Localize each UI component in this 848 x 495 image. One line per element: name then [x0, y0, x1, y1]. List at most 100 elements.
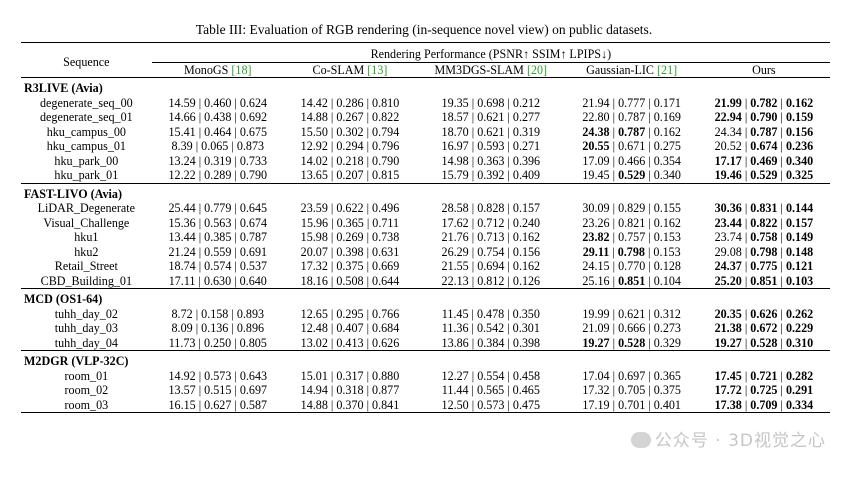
separator: |: [741, 110, 751, 124]
psnr-value: 11.44: [441, 383, 469, 397]
separator: |: [228, 139, 237, 153]
metric-cell: 13.24 | 0.319 | 0.733: [152, 154, 284, 169]
metric-cell: 11.45 | 0.478 | 0.350: [416, 307, 566, 322]
metric-cell: 17.19 | 0.701 | 0.401: [566, 398, 698, 413]
psnr-value: 17.04: [582, 368, 610, 383]
lpips-value: 0.157: [512, 201, 541, 215]
ssim-value: 0.709: [750, 397, 778, 412]
lpips-value: 0.149: [785, 230, 814, 244]
ssim-value: 0.622: [336, 201, 364, 215]
metric-cell: 18.74 | 0.574 | 0.537: [152, 259, 284, 274]
separator: |: [363, 110, 373, 124]
separator: |: [363, 321, 373, 335]
method-header: MonoGS [18]: [152, 62, 284, 78]
separator: |: [195, 244, 205, 259]
citation-link[interactable]: [18]: [231, 62, 252, 77]
lpips-value: 0.229: [785, 321, 814, 335]
psnr-value: 24.37: [714, 259, 742, 273]
dataset-group-title: FAST-LIVO (Avia): [24, 186, 122, 201]
ssim-value: 0.812: [477, 273, 505, 288]
psnr-value: 15.01: [300, 368, 328, 383]
table-row: tuhh_day_02 8.72 | 0.158 | 0.893 12.65 | 0…: [21, 307, 830, 322]
separator: |: [192, 321, 202, 335]
ssim-value: 0.317: [336, 368, 364, 383]
psnr-value: 12.48: [300, 321, 328, 335]
table-row: hku1 13.44 | 0.385 | 0.787 15.98 | 0.269 |…: [21, 230, 830, 245]
lpips-value: 0.275: [653, 139, 681, 153]
metric-cell: 22.94 | 0.790 | 0.159: [698, 110, 830, 125]
lpips-value: 0.669: [372, 259, 400, 273]
lpips-value: 0.738: [372, 230, 400, 244]
lpips-value: 0.153: [653, 230, 681, 244]
ssim-value: 0.775: [750, 259, 778, 273]
citation-link[interactable]: [21]: [657, 62, 678, 77]
psnr-value: 21.24: [168, 244, 196, 259]
separator: |: [195, 153, 205, 168]
metric-cell: 17.04 | 0.697 | 0.365: [566, 369, 698, 384]
lpips-value: 0.644: [372, 273, 400, 288]
separator: |: [468, 215, 478, 230]
lpips-value: 0.810: [372, 95, 400, 110]
psnr-value: 15.36: [168, 215, 196, 230]
separator: |: [741, 368, 751, 383]
psnr-value: 19.46: [714, 168, 742, 182]
ssim-value: 0.770: [618, 259, 646, 273]
separator: |: [777, 110, 786, 124]
metric-cell: 14.98 | 0.363 | 0.396: [416, 154, 566, 169]
separator: |: [741, 397, 751, 412]
psnr-value: 14.92: [168, 368, 196, 383]
separator: |: [609, 201, 619, 215]
separator: |: [363, 153, 373, 168]
metric-cell: 14.42 | 0.286 | 0.810: [284, 96, 416, 111]
ssim-value: 0.573: [204, 368, 232, 383]
watermark-text: 公众号 · 3D视觉之心: [654, 431, 826, 451]
separator: |: [741, 168, 751, 182]
metric-cell: 8.72 | 0.158 | 0.893: [152, 307, 284, 322]
ssim-value: 0.705: [618, 383, 646, 397]
separator: |: [777, 335, 786, 350]
ssim-value: 0.370: [336, 397, 364, 412]
separator: |: [228, 321, 237, 335]
metric-cell: 26.29 | 0.754 | 0.156: [416, 245, 566, 260]
lpips-value: 0.398: [512, 335, 541, 350]
psnr-value: 17.11: [168, 273, 196, 288]
ssim-value: 0.787: [618, 110, 646, 124]
ssim-value: 0.721: [750, 368, 778, 383]
separator: |: [609, 306, 619, 321]
psnr-value: 18.70: [441, 124, 469, 139]
lpips-value: 0.624: [239, 95, 268, 110]
separator: |: [468, 124, 478, 139]
ssim-value: 0.621: [477, 110, 505, 124]
citation-link[interactable]: [20]: [526, 62, 548, 77]
separator: |: [609, 124, 619, 139]
lpips-value: 0.159: [785, 110, 814, 124]
separator: |: [468, 230, 478, 244]
psnr-value: 15.96: [300, 215, 329, 230]
separator: |: [327, 168, 337, 182]
psnr-value: 17.09: [582, 153, 610, 168]
metric-cell: 17.38 | 0.709 | 0.334: [698, 398, 830, 413]
psnr-value: 21.94: [582, 95, 610, 110]
citation-link[interactable]: [13]: [367, 62, 388, 77]
separator: |: [231, 273, 240, 288]
psnr-value: 25.44: [168, 201, 196, 215]
psnr-value: 25.16: [582, 273, 610, 288]
psnr-value: 24.15: [582, 259, 610, 273]
ssim-value: 0.758: [750, 230, 778, 244]
ssim-value: 0.754: [477, 244, 505, 259]
lpips-value: 0.128: [653, 259, 681, 273]
psnr-value: 18.74: [168, 259, 196, 273]
lpips-value: 0.822: [372, 110, 400, 124]
separator: |: [363, 168, 373, 182]
metric-cell: 13.57 | 0.515 | 0.697: [152, 383, 284, 398]
metric-cell: 21.24 | 0.559 | 0.691: [152, 245, 284, 260]
separator: |: [327, 259, 337, 273]
psnr-value: 23.74: [714, 230, 742, 244]
ssim-value: 0.363: [477, 153, 505, 168]
metric-cell: 20.55 | 0.671 | 0.275: [566, 139, 698, 154]
lpips-value: 0.674: [239, 215, 268, 230]
separator: |: [645, 110, 654, 124]
metric-cell: 19.99 | 0.621 | 0.312: [566, 307, 698, 322]
psnr-value: 24.38: [582, 124, 610, 139]
separator: |: [777, 201, 786, 215]
